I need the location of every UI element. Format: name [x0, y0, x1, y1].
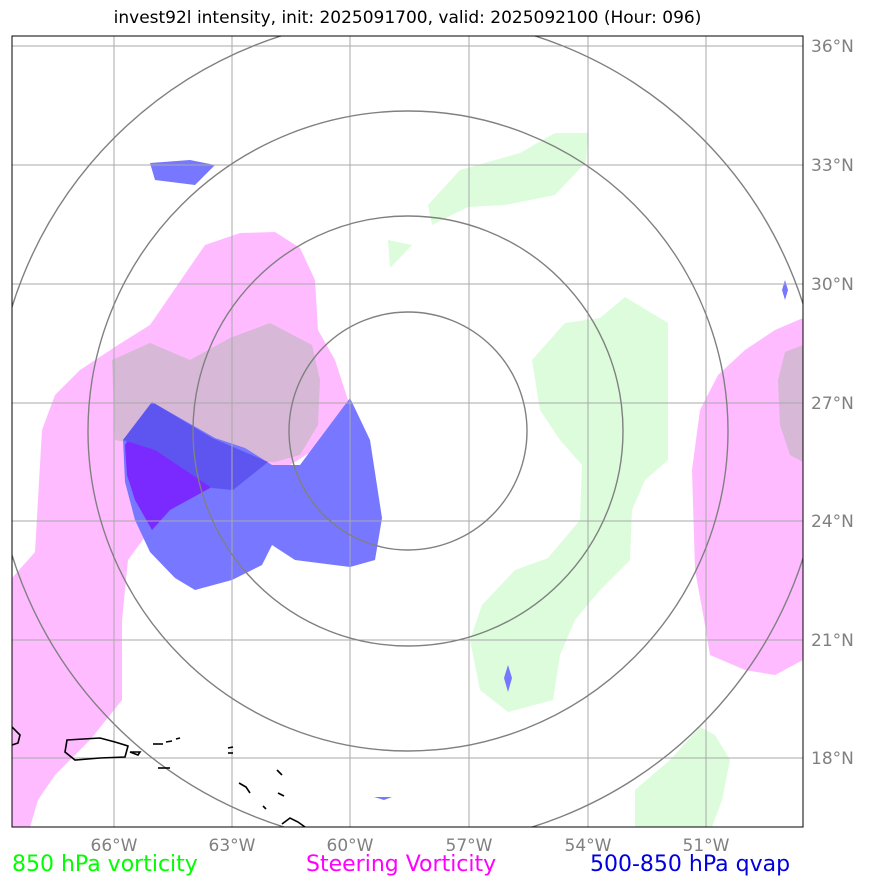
- lon-label: 60°W: [327, 836, 374, 856]
- vorticity-region-center: [470, 297, 668, 712]
- latitude-labels: 36°N 33°N 30°N 27°N 24°N 21°N 18°N: [811, 37, 854, 769]
- distance-ring-2: [192, 215, 624, 647]
- coastlines: [12, 726, 306, 827]
- legend-qvap: 500-850 hPa qvap: [590, 852, 791, 877]
- lat-label: 27°N: [811, 394, 854, 414]
- qvap-speck-east: [782, 280, 788, 300]
- distance-ring-3: [87, 110, 729, 752]
- graticule: [12, 36, 803, 827]
- distance-ring-1: [288, 311, 528, 551]
- vorticity-region-north: [428, 133, 588, 225]
- legend-steering-vorticity: Steering Vorticity: [306, 852, 497, 877]
- lon-label: 63°W: [209, 836, 256, 856]
- lat-label: 21°N: [811, 631, 854, 651]
- lon-label: 66°W: [91, 836, 138, 856]
- lat-label: 30°N: [811, 275, 854, 295]
- steering-vorticity-region-east: [692, 318, 803, 675]
- lat-label: 36°N: [811, 37, 854, 57]
- distance-rings: [12, 36, 803, 827]
- lat-label: 18°N: [811, 749, 854, 769]
- lon-label: 57°W: [446, 836, 493, 856]
- longitude-labels: 66°W 63°W 60°W 57°W 54°W 51°W: [91, 836, 730, 856]
- plot-frame: [11, 35, 804, 828]
- qvap-speck-south: [504, 665, 512, 692]
- legend-850-vorticity: 850 hPa vorticity: [12, 852, 198, 877]
- lat-label: 24°N: [811, 512, 854, 532]
- vorticity-region-small: [388, 240, 412, 268]
- map-title: invest92l intensity, init: 2025091700, v…: [113, 8, 702, 28]
- lon-label: 54°W: [565, 836, 612, 856]
- qvap-region-north: [150, 160, 215, 185]
- lat-label: 33°N: [811, 156, 854, 176]
- lon-label: 51°W: [683, 836, 730, 856]
- qvap-speck-tiny: [374, 797, 392, 800]
